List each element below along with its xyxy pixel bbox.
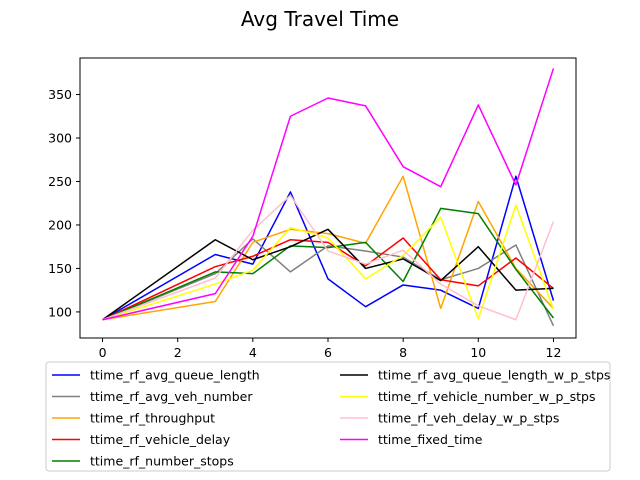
- plot-area: 0 2 4 6 8 10 12 100 150 200 250 300 350: [48, 57, 577, 360]
- legend-label: ttime_rf_number_stops: [90, 454, 234, 469]
- legend-entry: ttime_fixed_time: [340, 432, 483, 447]
- y-tick-label: 300: [48, 131, 72, 146]
- legend-label: ttime_rf_avg_queue_length_w_p_stps: [378, 368, 610, 383]
- legend-label: ttime_rf_veh_delay_w_p_stps: [378, 411, 559, 426]
- legend-entry: ttime_rf_veh_delay_w_p_stps: [340, 411, 559, 426]
- series-line-ttime_rf_vehicle_number_w_p_stps: [102, 204, 555, 321]
- legend: ttime_rf_avg_queue_length ttime_rf_avg_ve…: [45, 361, 611, 472]
- x-tick-label: 2: [174, 345, 182, 360]
- legend-entry: ttime_rf_vehicle_number_w_p_stps: [340, 389, 596, 404]
- legend-entry: ttime_rf_number_stops: [52, 454, 234, 469]
- series-line-ttime_rf_veh_delay_w_p_stps: [102, 194, 555, 321]
- series-line-ttime_rf_avg_queue_length_w_p_stps: [102, 228, 554, 321]
- legend-label: ttime_rf_avg_queue_length: [90, 368, 260, 383]
- legend-label: ttime_rf_vehicle_number_w_p_stps: [378, 389, 596, 404]
- y-tick-label: 100: [48, 304, 72, 319]
- series-line-ttime_fixed_time: [102, 68, 555, 321]
- x-tick-label: 10: [470, 345, 486, 360]
- legend-entry: ttime_rf_avg_queue_length: [52, 368, 260, 383]
- series-line-ttime_rf_number_stops: [102, 207, 555, 321]
- legend-label: ttime_rf_avg_veh_number: [90, 389, 253, 404]
- y-tick-label: 250: [48, 174, 72, 189]
- legend-entry: ttime_rf_throughput: [52, 411, 215, 426]
- legend-entry: ttime_rf_avg_queue_length_w_p_stps: [340, 368, 610, 383]
- x-tick-label: 0: [99, 345, 107, 360]
- x-tick-label: 6: [324, 345, 332, 360]
- y-tick-label: 350: [48, 87, 72, 102]
- legend-entry: ttime_rf_avg_veh_number: [52, 389, 253, 404]
- y-tick-label: 150: [48, 261, 72, 276]
- legend-label: ttime_rf_vehicle_delay: [90, 432, 231, 447]
- x-tick-label: 12: [546, 345, 562, 360]
- legend-label: ttime_fixed_time: [378, 432, 483, 447]
- x-tick-label: 4: [249, 345, 257, 360]
- y-tick-label: 200: [48, 217, 72, 232]
- legend-entry: ttime_rf_vehicle_delay: [52, 432, 231, 447]
- legend-label: ttime_rf_throughput: [90, 411, 215, 426]
- chart-title: Avg Travel Time: [241, 7, 399, 31]
- legend-frame: [45, 361, 611, 472]
- series-line-ttime_rf_vehicle_delay: [102, 237, 554, 321]
- x-tick-label: 8: [399, 345, 407, 360]
